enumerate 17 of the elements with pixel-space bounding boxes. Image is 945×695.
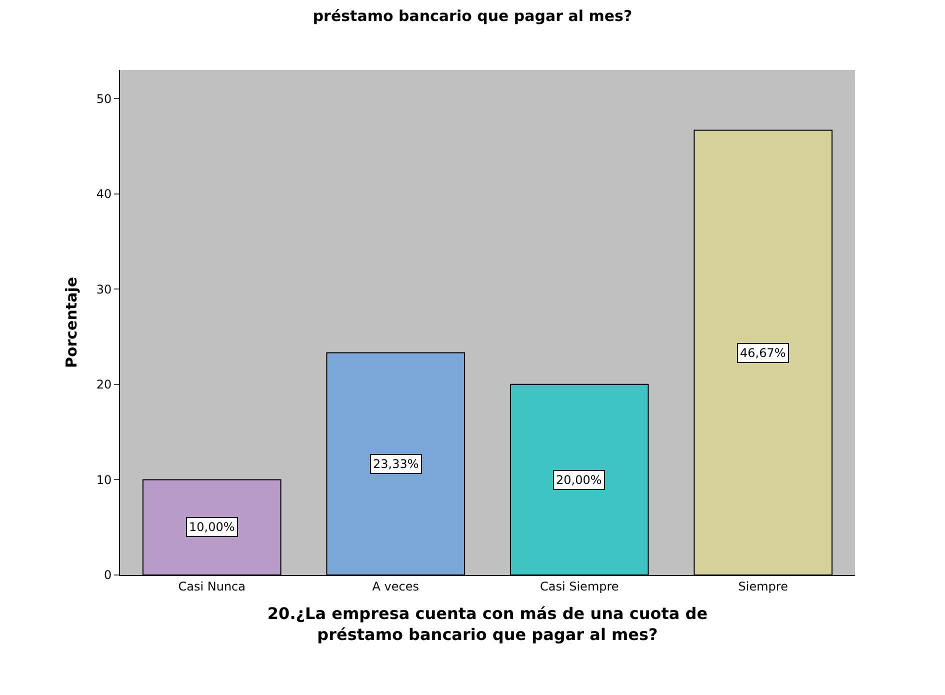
x-axis-title: 20.¿La empresa cuenta con más de una cuota de préstamo bancario que pagar al mes? bbox=[267, 604, 708, 644]
data-label: 23,33% bbox=[373, 457, 419, 471]
chart-title: préstamo bancario que pagar al mes? bbox=[312, 6, 632, 25]
y-tick-label: 40 bbox=[96, 187, 112, 202]
x-tick-label: A veces bbox=[372, 579, 420, 594]
y-axis-title: Porcentaje bbox=[62, 276, 81, 368]
y-tick-label: 50 bbox=[96, 92, 112, 106]
x-tick-label: Siempre bbox=[738, 579, 788, 594]
y-tick-label: 30 bbox=[96, 282, 112, 296]
data-label: 10,00% bbox=[189, 520, 235, 534]
data-label: 20,00% bbox=[556, 473, 602, 487]
y-tick-label: 0 bbox=[104, 568, 112, 582]
x-tick-label: Casi Siempre bbox=[540, 579, 619, 594]
y-tick-label: 10 bbox=[96, 472, 112, 487]
y-tick-label: 20 bbox=[96, 378, 112, 392]
data-label: 46,67% bbox=[740, 346, 786, 360]
x-tick-label: Casi Nunca bbox=[178, 579, 246, 594]
